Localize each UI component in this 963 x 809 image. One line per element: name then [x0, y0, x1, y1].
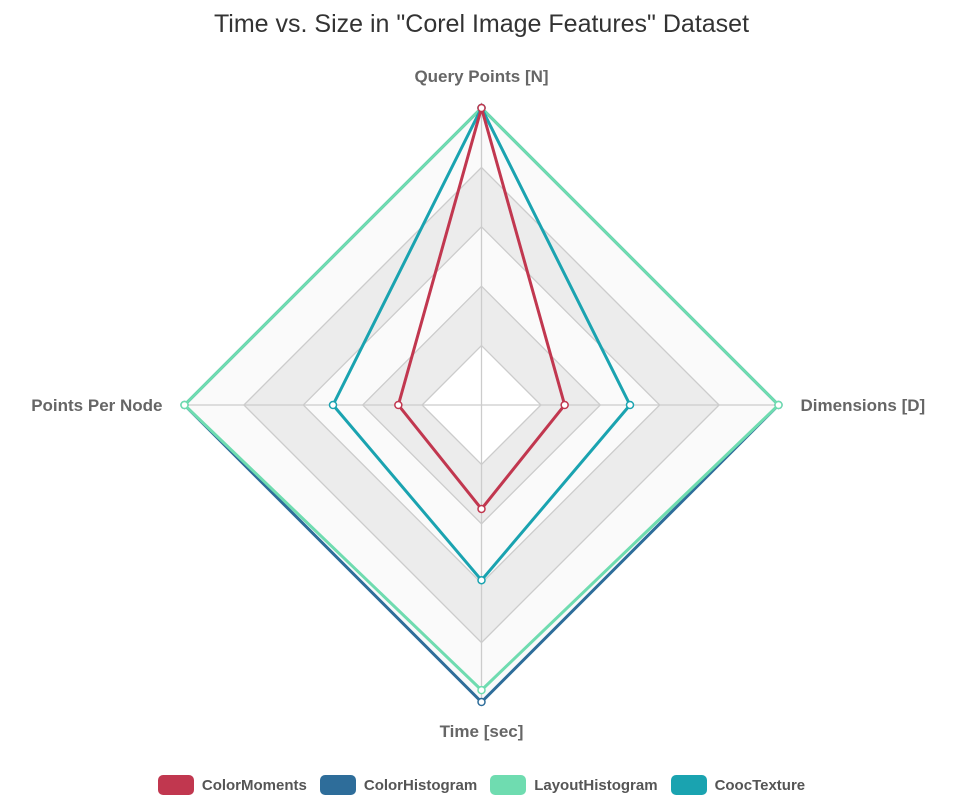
data-point-cooctexture-2[interactable] [477, 575, 486, 585]
legend: ColorMoments ColorHistogram LayoutHistogra… [0, 771, 963, 799]
data-point-colormoments-0[interactable] [477, 103, 486, 113]
data-point-colorhistogram-2[interactable] [477, 697, 486, 707]
legend-item-colorhistogram[interactable]: ColorHistogram [319, 775, 478, 795]
data-point-colormoments-1[interactable] [560, 400, 569, 410]
legend-item-cooctexture[interactable]: CoocTexture [670, 775, 806, 795]
legend-label-colormoments: ColorMoments [201, 776, 307, 794]
legend-item-colormoments[interactable]: ColorMoments [157, 775, 307, 795]
data-point-layouthistogram-3[interactable] [180, 400, 189, 410]
axis-label-0: Query Points [N] [414, 67, 548, 86]
legend-swatch-cooctexture [670, 775, 707, 795]
legend-swatch-colormoments [157, 775, 194, 795]
legend-label-colorhistogram: ColorHistogram [363, 776, 478, 794]
legend-swatch-colorhistogram [319, 775, 356, 795]
axis-label-1: Dimensions [D] [801, 396, 926, 415]
legend-label-layouthistogram: LayoutHistogram [534, 776, 658, 794]
data-point-layouthistogram-2[interactable] [477, 685, 486, 695]
series-colormoments [394, 102, 569, 514]
axis-label-3: Points Per Node [31, 396, 162, 415]
axis-label-2: Time [sec] [440, 722, 524, 741]
data-point-colormoments-3[interactable] [394, 400, 403, 410]
radar-series [180, 102, 783, 707]
radar-axes [184, 108, 779, 702]
legend-item-layouthistogram[interactable]: LayoutHistogram [490, 775, 658, 795]
data-point-colormoments-2[interactable] [477, 504, 486, 514]
axis-labels: Query Points [N] Dimensions [D] Time [sec]… [31, 67, 925, 741]
legend-label-cooctexture: CoocTexture [714, 776, 806, 794]
legend-swatch-layouthistogram [490, 775, 527, 795]
data-point-cooctexture-3[interactable] [328, 400, 338, 410]
chart-title: Time vs. Size in "Corel Image Features" … [213, 10, 750, 38]
data-point-cooctexture-1[interactable] [625, 400, 635, 410]
data-point-layouthistogram-1[interactable] [774, 400, 783, 410]
